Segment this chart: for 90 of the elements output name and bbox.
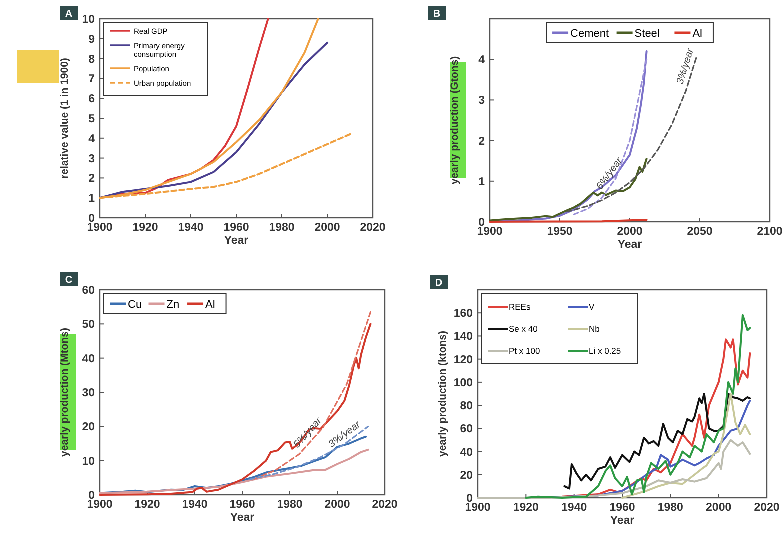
- x-tick-label: 2050: [687, 226, 713, 238]
- x-tick-label: 1960: [610, 502, 636, 514]
- x-tick-label: 1920: [132, 222, 158, 234]
- legend-label: Pt x 100: [509, 346, 540, 356]
- legend-label: Cement: [570, 28, 610, 40]
- chart-title: C: [65, 275, 73, 286]
- y-tick-label: 10: [82, 14, 95, 26]
- y-axis-title: yearly production (Mtons): [59, 328, 71, 457]
- x-tick-label: 2020: [754, 502, 780, 514]
- legend-label: Cu: [128, 299, 142, 311]
- x-tick-label: 1960: [230, 499, 256, 511]
- x-tick-label: 2020: [372, 499, 398, 511]
- chart-title: D: [435, 278, 443, 289]
- line-series: [564, 393, 752, 490]
- y-tick-label: 20: [460, 470, 473, 482]
- y-tick-label: 10: [82, 456, 95, 468]
- x-tick-label: 1940: [562, 502, 588, 514]
- x-tick-label: 1940: [182, 499, 208, 511]
- legend-label: Al: [206, 299, 216, 311]
- y-tick-label: 80: [460, 400, 473, 413]
- x-tick-label: 2100: [757, 226, 783, 238]
- y-tick-label: 40: [460, 446, 473, 459]
- x-tick-label: 1980: [658, 502, 684, 514]
- line-series: [99, 42, 328, 200]
- x-tick-label: 1980: [277, 499, 303, 511]
- line-series: [573, 58, 648, 216]
- y-tick-label: 20: [82, 422, 95, 434]
- line-series: [254, 311, 372, 480]
- y-tick-label: 5: [88, 114, 96, 126]
- legend-label: Nb: [589, 324, 600, 334]
- legend-label: Steel: [634, 28, 660, 40]
- line-series: [489, 158, 648, 222]
- legend-label: Zn: [166, 299, 180, 311]
- x-tick-label: 2000: [324, 499, 350, 511]
- y-axis-title: yearly production (Gtons): [449, 56, 461, 185]
- x-tick-label: 2000: [314, 222, 340, 234]
- y-axis-title: yearly production (ktons): [437, 330, 449, 458]
- y-tick-label: 3: [478, 95, 485, 108]
- y-tick-label: 140: [454, 331, 473, 344]
- x-tick-label: 1900: [477, 226, 503, 238]
- x-axis-title: Year: [230, 512, 256, 524]
- x-tick-label: 2000: [706, 502, 732, 514]
- y-tick-label: 4: [88, 133, 96, 146]
- line-series: [525, 314, 752, 499]
- y-tick-label: 2: [88, 173, 95, 186]
- x-tick-label: 1900: [87, 499, 113, 511]
- x-axis-title: Year: [618, 239, 643, 251]
- y-tick-label: 40: [82, 353, 95, 366]
- x-tick-label: 2020: [360, 222, 386, 234]
- x-tick-label: 1920: [513, 502, 539, 514]
- y-tick-label: 120: [454, 354, 473, 366]
- x-tick-label: 1940: [178, 222, 204, 234]
- legend-label: V: [589, 302, 595, 312]
- legend-label: Al: [692, 28, 702, 40]
- chart-title: A: [65, 9, 73, 20]
- x-tick-label: 1900: [87, 222, 113, 234]
- x-tick-label: 1950: [547, 226, 573, 238]
- chart-title: B: [433, 9, 441, 20]
- y-tick-label: 50: [82, 319, 95, 332]
- y-tick-label: 8: [88, 54, 96, 66]
- y-tick-label: 1: [88, 193, 96, 206]
- y-tick-label: 30: [82, 388, 95, 400]
- legend-label: Li x 0.25: [589, 346, 622, 356]
- x-axis-title: Year: [610, 515, 636, 527]
- y-tick-label: 160: [454, 308, 473, 320]
- line-series: [561, 338, 752, 498]
- y-tick-label: 60: [460, 424, 473, 436]
- line-series: [477, 439, 752, 499]
- x-tick-label: 1960: [224, 222, 250, 234]
- legend-label: Se x 40: [509, 324, 538, 334]
- x-tick-label: 1980: [269, 222, 295, 234]
- y-tick-label: 2: [478, 136, 485, 148]
- y-tick-label: 6: [88, 94, 95, 106]
- x-tick-label: 1920: [134, 499, 160, 511]
- y-tick-label: 7: [88, 74, 95, 86]
- y-tick-label: 9: [88, 34, 95, 46]
- x-axis-title: Year: [224, 235, 250, 247]
- x-tick-label: 1900: [465, 502, 491, 514]
- line-series: [99, 448, 370, 494]
- y-tick-label: 1: [478, 176, 486, 188]
- line-series: [99, 323, 372, 496]
- y-tick-label: 4: [478, 54, 486, 67]
- y-tick-label: 60: [82, 285, 95, 297]
- y-axis-title: relative value (1 in 1900): [59, 58, 71, 179]
- annotation: 3%/year: [675, 46, 697, 86]
- y-tick-label: 100: [454, 377, 473, 390]
- y-tick-label: 3: [88, 153, 95, 166]
- x-tick-label: 2000: [617, 226, 643, 238]
- line-series: [622, 393, 752, 499]
- legend-label: REEs: [509, 302, 531, 312]
